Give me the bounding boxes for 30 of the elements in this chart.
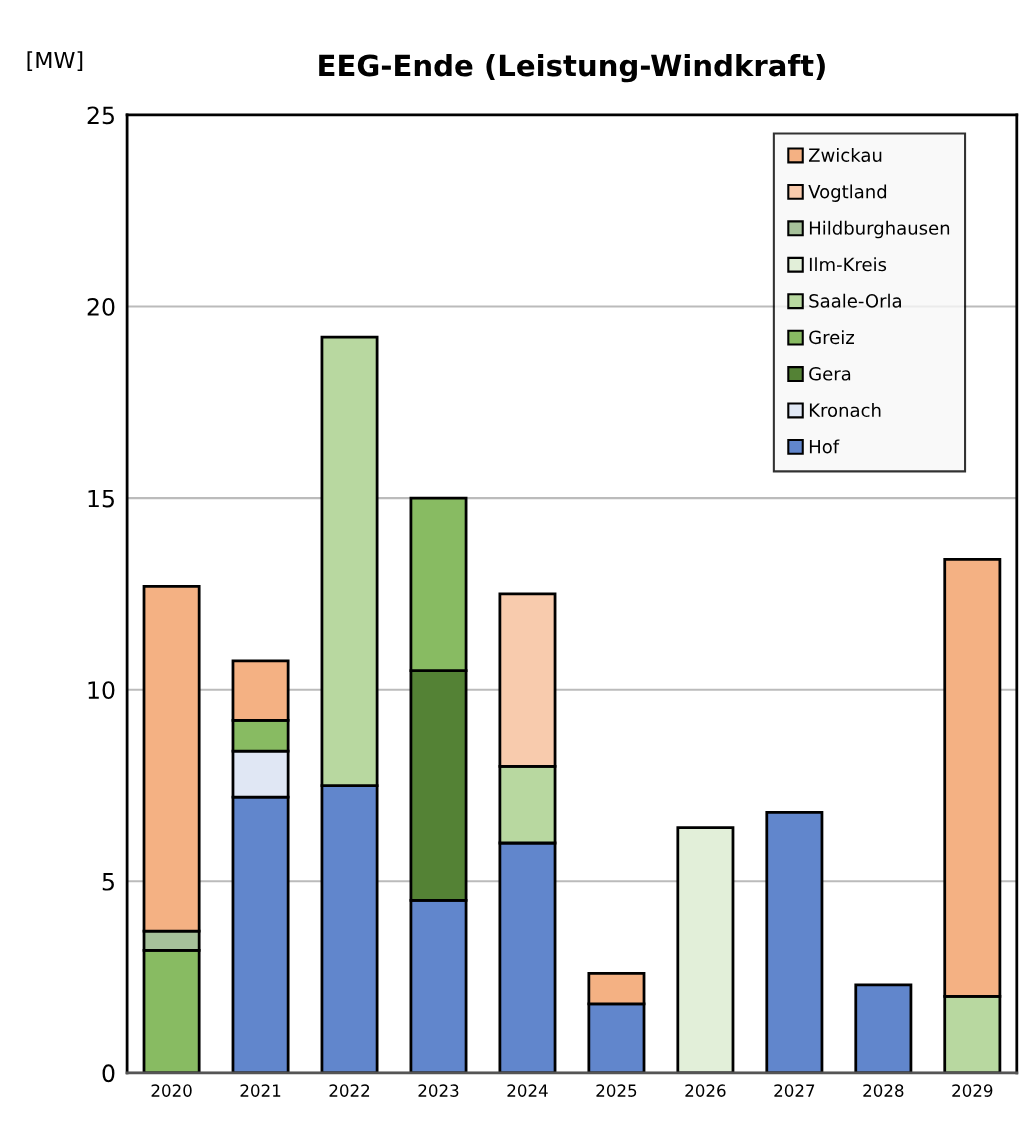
bar <box>765 810 824 1073</box>
x-tick-label: 2028 <box>863 1084 904 1097</box>
x-tick-label: 2026 <box>685 1084 726 1097</box>
legend-label: Hildburghausen <box>809 220 950 239</box>
legend-label: Ilm-Kreis <box>809 257 887 272</box>
y-tick-label: 20 <box>87 297 115 316</box>
y-axis-title: [MW] <box>27 51 83 72</box>
x-tick-label: 2024 <box>507 1084 548 1097</box>
x-tick-label: 2029 <box>952 1084 993 1097</box>
bar <box>676 826 735 1073</box>
y-tick-label: 15 <box>88 489 114 508</box>
y-tick-label: 5 <box>102 873 114 891</box>
x-tick-label: 2022 <box>329 1084 370 1097</box>
y-tick-label: 0 <box>102 1064 115 1083</box>
legend-label: Zwickau <box>808 148 882 162</box>
x-tick-label: 2027 <box>774 1084 815 1097</box>
legend-label: Gera <box>809 366 851 381</box>
x-tick-label: 2025 <box>596 1084 637 1097</box>
y-tick-label: 10 <box>88 681 115 700</box>
legend-label: Kronach <box>809 403 881 418</box>
chart-title: EEG-Ende (Leistung-Windkraft) <box>319 53 825 83</box>
legend-label: Vogtland <box>808 184 887 202</box>
y-tick-label: 25 <box>87 106 114 125</box>
x-tick-label: 2023 <box>418 1084 459 1097</box>
legend-label: Hof <box>809 439 840 454</box>
bar <box>854 983 913 1073</box>
legend-label: Greiz <box>809 330 854 345</box>
x-tick-label: 2021 <box>240 1084 281 1097</box>
x-tick-label: 2020 <box>151 1084 192 1097</box>
legend-label: Saale-Orla <box>809 293 901 308</box>
